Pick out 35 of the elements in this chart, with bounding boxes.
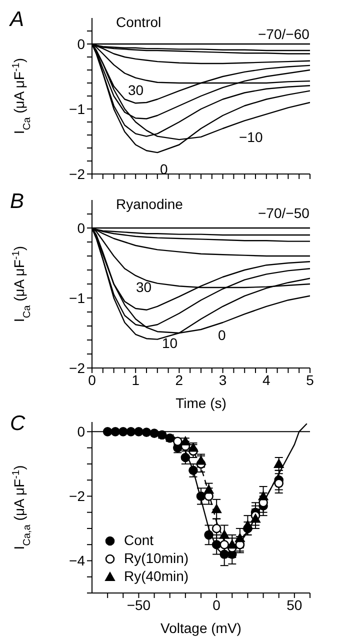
legend-label: Ry(10min) — [123, 549, 189, 567]
x-axis-title: Voltage (mV) — [160, 620, 242, 636]
x-tick-label: 2 — [175, 372, 184, 388]
legend-label: Cont — [123, 531, 155, 549]
text: A — [10, 8, 24, 32]
annotation: 30 — [128, 82, 144, 98]
annotation: 30 — [136, 279, 152, 295]
annotation: −70/−50 — [258, 205, 310, 221]
x-tick-label: −50 — [126, 596, 151, 613]
x-tick-label: 1 — [132, 372, 140, 388]
x-axis-title: Time (s) — [176, 395, 226, 411]
x-tick-label: 0 — [88, 372, 96, 388]
y-tick-label: −1 — [69, 290, 86, 306]
y-tick-label: 0 — [77, 424, 86, 440]
x-tick-label: 3 — [218, 372, 227, 388]
y-tick-label: −2 — [69, 166, 86, 182]
y-tick-label: −1 — [69, 100, 86, 117]
annotation: Control — [116, 14, 162, 30]
text: C — [10, 412, 26, 436]
annotation: −10 — [239, 129, 263, 145]
annotation: 0 — [218, 327, 226, 343]
x-tick-label: 0 — [212, 596, 221, 613]
y-tick-label: 0 — [77, 36, 86, 52]
x-tick-label: 5 — [306, 372, 314, 388]
text: B — [10, 190, 24, 214]
x-tick-label: 4 — [262, 372, 270, 388]
annotation: Ryanodine — [116, 196, 183, 212]
x-tick-label: 50 — [286, 596, 302, 613]
annotation: 10 — [162, 335, 178, 351]
y-tick-label: −4 — [69, 552, 86, 569]
y-tick-label: −2 — [69, 360, 86, 376]
y-tick-label: −2 — [69, 488, 86, 504]
legend-label: Ry(40min) — [123, 567, 189, 585]
y-tick-label: 0 — [77, 220, 86, 236]
annotation: −70/−60 — [258, 26, 310, 42]
